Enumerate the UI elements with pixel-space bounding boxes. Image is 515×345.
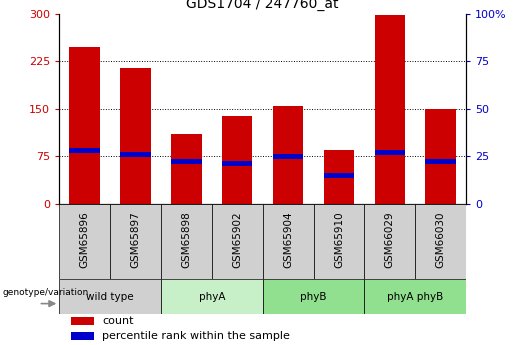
Text: GSM66029: GSM66029 — [385, 212, 395, 268]
Text: GSM66030: GSM66030 — [436, 212, 445, 268]
Bar — [110, 204, 161, 279]
Bar — [171, 134, 201, 204]
Bar — [222, 116, 252, 204]
Text: GSM65910: GSM65910 — [334, 212, 344, 268]
Bar — [425, 109, 456, 204]
Bar — [70, 47, 100, 204]
Text: GSM65902: GSM65902 — [232, 212, 242, 268]
Bar — [161, 279, 263, 314]
Text: percentile rank within the sample: percentile rank within the sample — [102, 331, 290, 341]
Bar — [222, 161, 252, 166]
Text: GSM65897: GSM65897 — [130, 211, 141, 268]
Bar — [70, 148, 100, 153]
Bar — [273, 106, 303, 204]
Bar — [161, 204, 212, 279]
Bar — [171, 159, 201, 164]
Bar — [120, 68, 151, 204]
Bar — [212, 204, 263, 279]
Text: count: count — [102, 316, 133, 326]
Bar — [273, 154, 303, 159]
Bar — [120, 152, 151, 157]
Bar — [374, 150, 405, 155]
Bar — [364, 204, 415, 279]
Bar — [263, 204, 314, 279]
Text: GSM65896: GSM65896 — [80, 211, 90, 268]
Bar — [59, 279, 161, 314]
Bar — [263, 279, 364, 314]
Text: GSM65904: GSM65904 — [283, 212, 293, 268]
Bar — [364, 279, 466, 314]
Bar — [323, 172, 354, 178]
Bar — [72, 333, 94, 340]
Bar — [415, 204, 466, 279]
Text: phyB: phyB — [300, 292, 327, 302]
Text: phyA: phyA — [199, 292, 225, 302]
Text: GSM65898: GSM65898 — [181, 211, 192, 268]
Bar — [314, 204, 364, 279]
Bar — [323, 150, 354, 204]
Text: genotype/variation: genotype/variation — [3, 288, 89, 297]
Text: phyA phyB: phyA phyB — [387, 292, 443, 302]
Bar — [72, 317, 94, 325]
Title: GDS1704 / 247760_at: GDS1704 / 247760_at — [186, 0, 339, 11]
Text: wild type: wild type — [87, 292, 134, 302]
Bar — [59, 204, 110, 279]
Bar — [374, 15, 405, 204]
Bar — [425, 159, 456, 164]
